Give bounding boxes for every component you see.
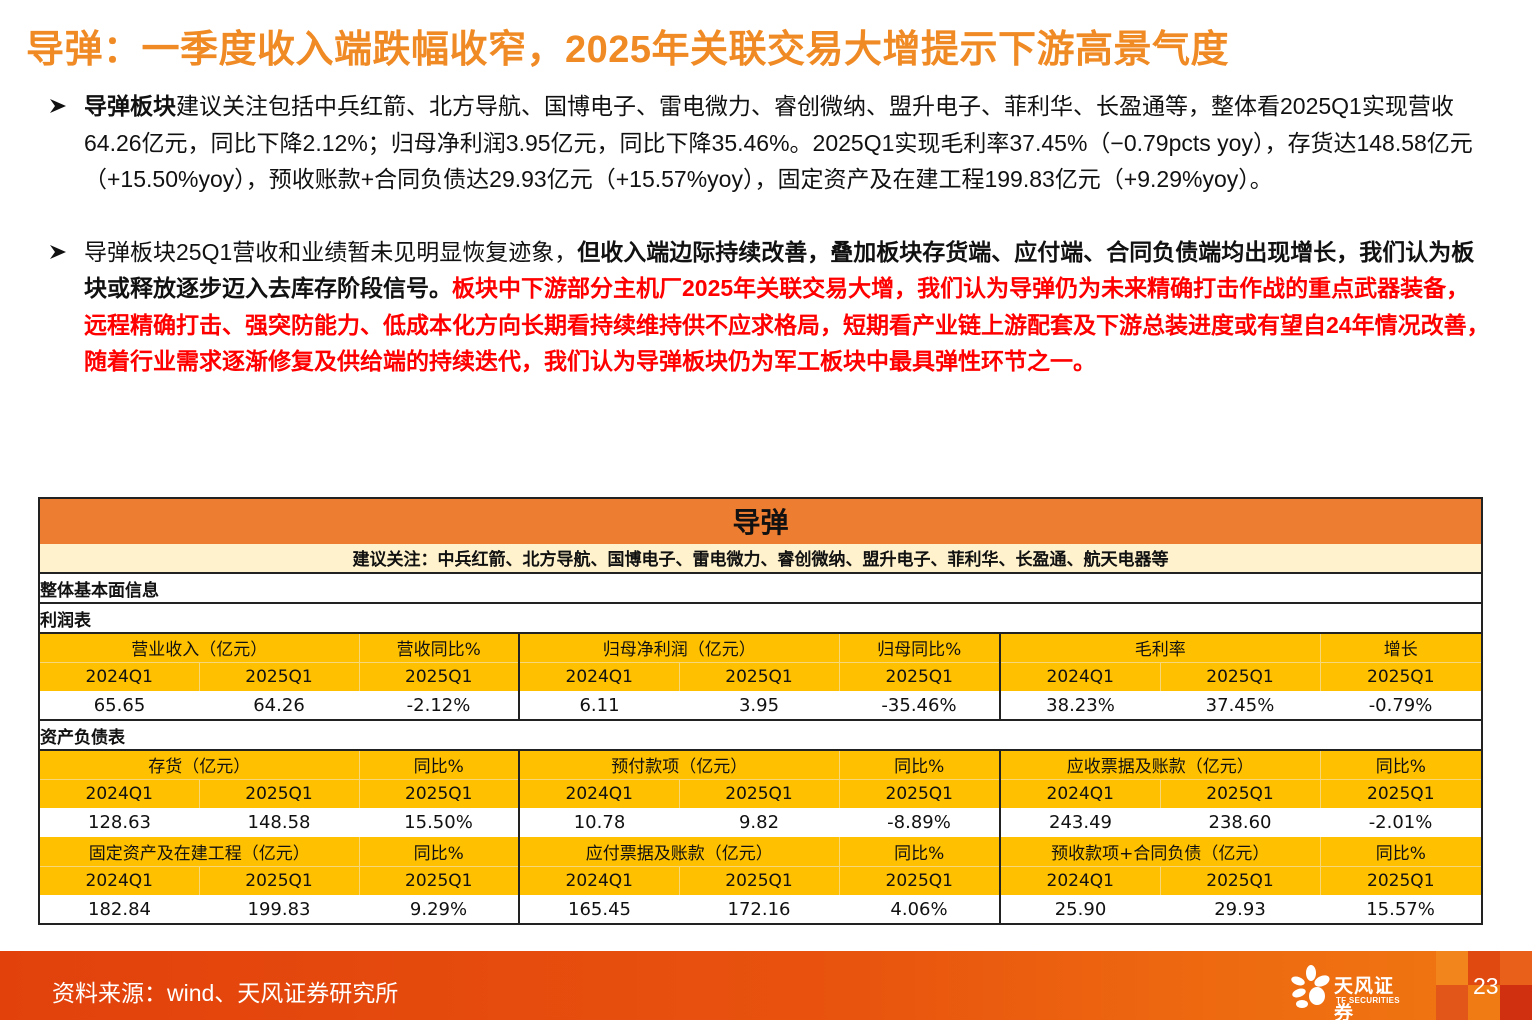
period-header: 2025Q1 (839, 779, 1001, 808)
period-header: 2024Q1 (519, 779, 680, 808)
arrow-bullet-icon (50, 99, 66, 113)
group-header: 同比% (839, 750, 1001, 780)
section-income: 利润表 (37, 603, 1484, 634)
value-cell: 243.49 (1000, 808, 1160, 837)
arrow-bullet-icon (50, 244, 66, 259)
slide-title: 导弹：一季度收入端跌幅收窄，2025年关联交易大增提示下游高景气度 (26, 29, 1230, 71)
value-cell: 165.45 (519, 895, 679, 925)
source-note: 资料来源：wind、天风证券研究所 (52, 980, 399, 1006)
bullet-lead: 导弹板块 (84, 93, 176, 119)
group-header: 存货（亿元） (38, 750, 360, 780)
value-cell: -35.46% (839, 691, 1001, 721)
section-balance: 资产负债表 (37, 720, 1484, 751)
period-header: 2024Q1 (38, 866, 200, 895)
logo-text-cn: 天风证券 (1334, 976, 1395, 1020)
bullet-item-outlook: 导弹板块25Q1营收和业绩暂未见明显恢复迹象，但收入端边际持续改善，叠加板块存货… (50, 234, 1490, 380)
missile-data-table: 导弹 建议关注：中兵红箭、北方导航、国博电子、雷电微力、睿创微纳、盟升电子、菲利… (37, 497, 1484, 925)
group-header: 应收票据及账款（亿元） (1000, 750, 1321, 780)
value-cell: 15.57% (1320, 895, 1484, 925)
group-header: 营收同比% (359, 633, 520, 663)
period-header: 2025Q1 (359, 779, 520, 808)
value-cell: 29.93 (1160, 895, 1320, 925)
group-header: 预付款项（亿元） (519, 750, 840, 780)
group-header: 固定资产及在建工程（亿元） (38, 837, 360, 867)
bullet-list: 导弹板块建议关注包括中兵红箭、北方导航、国博电子、雷电微力、睿创微纳、盟升电子、… (50, 88, 1490, 380)
period-header: 2025Q1 (839, 866, 1001, 895)
group-header: 归母净利润（亿元） (519, 633, 840, 663)
value-cell: 6.11 (519, 691, 679, 721)
group-header: 同比% (359, 750, 520, 780)
value-cell: -0.79% (1320, 691, 1484, 721)
period-header: 2025Q1 (839, 662, 1001, 691)
group-header: 同比% (1320, 750, 1484, 780)
period-header: 2024Q1 (38, 779, 200, 808)
value-cell: 37.45% (1160, 691, 1320, 721)
period-header: 2025Q1 (1160, 779, 1321, 808)
period-header: 2025Q1 (199, 779, 360, 808)
value-cell: 10.78 (519, 808, 679, 837)
bullet-text: 导弹板块25Q1营收和业绩暂未见明显恢复迹象， (84, 238, 578, 265)
section-overall: 整体基本面信息 (37, 573, 1484, 604)
group-header: 同比% (839, 837, 1001, 867)
value-cell: -2.01% (1320, 808, 1484, 837)
bullet-highlight-text: 板块中下游部分主机厂2025年关联交易大增，我们认为导弹仍为未来精确打击作战的重… (84, 275, 1490, 374)
period-header: 2024Q1 (519, 662, 680, 691)
value-cell: 38.23% (1000, 691, 1160, 721)
value-cell: 238.60 (1160, 808, 1320, 837)
period-header: 2025Q1 (359, 662, 520, 691)
value-cell: 65.65 (38, 691, 199, 721)
page-number: 23 (1473, 973, 1499, 999)
value-cell: 9.29% (359, 895, 520, 925)
group-header: 同比% (1320, 837, 1484, 867)
table-recommend: 建议关注：中兵红箭、北方导航、国博电子、雷电微力、睿创微纳、盟升电子、菲利华、长… (37, 543, 1484, 574)
table-title: 导弹 (37, 497, 1484, 544)
period-header: 2025Q1 (359, 866, 520, 895)
period-header: 2025Q1 (1320, 779, 1484, 808)
value-cell: -8.89% (839, 808, 1001, 837)
value-cell: 182.84 (38, 895, 199, 925)
logo-text-en: TF SECURITIES (1336, 996, 1400, 1005)
value-cell: 172.16 (679, 895, 839, 925)
value-cell: -2.12% (359, 691, 520, 721)
period-header: 2024Q1 (1000, 866, 1161, 895)
value-cell: 9.82 (679, 808, 839, 837)
group-header: 归母同比% (839, 633, 1001, 663)
value-cell: 128.63 (38, 808, 199, 837)
period-header: 2024Q1 (1000, 779, 1161, 808)
group-header: 营业收入（亿元） (38, 633, 360, 663)
value-cell: 148.58 (199, 808, 359, 837)
group-header: 同比% (359, 837, 520, 867)
footer-bar: 资料来源：wind、天风证券研究所 天风证券 TF SECURITIES 23 (0, 951, 1532, 1020)
period-header: 2025Q1 (1320, 662, 1484, 691)
period-header: 2024Q1 (1000, 662, 1161, 691)
decorative-blocks (1436, 951, 1532, 1020)
group-header: 增长 (1320, 633, 1484, 663)
period-header: 2025Q1 (1320, 866, 1484, 895)
period-header: 2025Q1 (1160, 662, 1321, 691)
period-header: 2025Q1 (1160, 866, 1321, 895)
group-header: 毛利率 (1000, 633, 1321, 663)
tf-securities-logo: 天风证券 TF SECURITIES (1290, 965, 1410, 1020)
flower-logo-icon (1291, 965, 1330, 1008)
group-header: 应付票据及账款（亿元） (519, 837, 840, 867)
group-header: 预收款项+合同负债（亿元） (1000, 837, 1321, 867)
period-header: 2025Q1 (679, 662, 840, 691)
value-cell: 3.95 (679, 691, 839, 721)
period-header: 2024Q1 (519, 866, 680, 895)
period-header: 2025Q1 (679, 779, 840, 808)
bullet-bold-text: 但收入端边际持续改善，叠加板块存货端、应付端、合同负债端均出现增长，我们认为板块… (84, 238, 1475, 302)
value-cell: 15.50% (359, 808, 520, 837)
value-cell: 4.06% (839, 895, 1001, 925)
period-header: 2025Q1 (199, 866, 360, 895)
value-cell: 199.83 (199, 895, 359, 925)
bullet-item-summary: 导弹板块建议关注包括中兵红箭、北方导航、国博电子、雷电微力、睿创微纳、盟升电子、… (50, 88, 1490, 198)
value-cell: 64.26 (199, 691, 359, 721)
period-header: 2024Q1 (38, 662, 200, 691)
bullet-text: 建议关注包括中兵红箭、北方导航、国博电子、雷电微力、睿创微纳、盟升电子、菲利华、… (84, 93, 1473, 192)
value-cell: 25.90 (1000, 895, 1160, 925)
period-header: 2025Q1 (199, 662, 360, 691)
period-header: 2025Q1 (679, 866, 840, 895)
